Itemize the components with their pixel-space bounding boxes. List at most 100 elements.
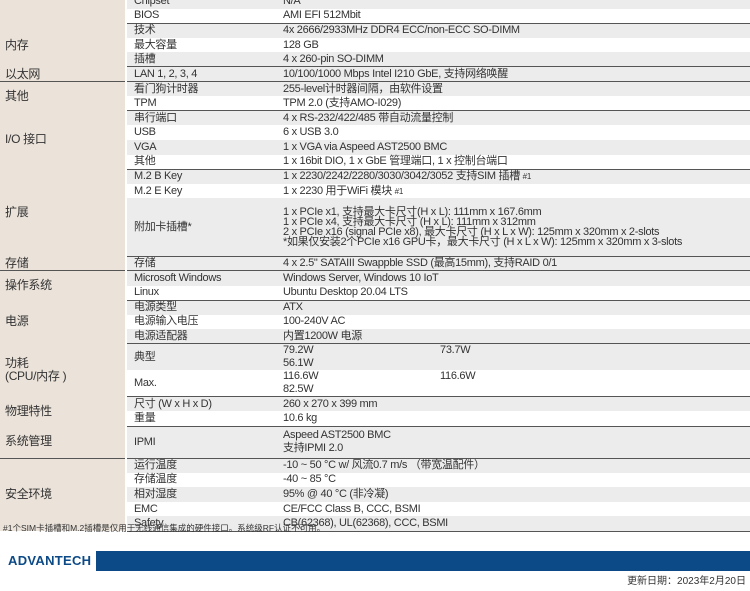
- spec-label: Max.: [126, 370, 276, 398]
- spec-label: BIOS: [126, 8, 276, 24]
- category-cell: 功耗 (CPU/内存 ): [0, 343, 127, 397]
- spec-row: TPM TPM 2.0 (支持AMO-I029): [0, 96, 750, 112]
- spec-value-text: Windows Server, Windows 10 IoT: [283, 271, 439, 284]
- power-value: 73.7W: [440, 344, 471, 357]
- spec-value: 1 x PCIe x1, 支持最大卡尺寸(H x L): 111mm x 167…: [276, 198, 750, 257]
- spec-value-text: 1 x 2230/2242/2280/3030/3042/3052 支持SIM …: [283, 170, 520, 183]
- spec-value: 116.6W 116.6W82.5W: [276, 370, 750, 398]
- spec-value-text: TPM 2.0 (支持AMO-I029): [283, 96, 402, 109]
- spec-value: Windows Server, Windows 10 IoT: [276, 270, 750, 286]
- spec-value-text: -40 ~ 85 °C: [283, 473, 336, 486]
- spec-row: 系统管理 IPMI Aspeed AST2500 BMC 支持IPMI 2.0: [0, 426, 750, 459]
- spec-row: Max. 116.6W 116.6W82.5W: [0, 370, 750, 398]
- spec-label: Microsoft Windows: [126, 270, 276, 286]
- spec-label: M.2 E Key: [134, 184, 183, 197]
- category-cell: 扩展: [0, 169, 127, 257]
- spec-value-line: 1 x PCIe x1, 支持最大卡尺寸(H x L): 111mm x 167…: [283, 206, 542, 219]
- spec-value-text: 1 x 2230 用于WiFi 模块: [283, 184, 392, 197]
- spec-row: 安全环境 运行温度 -10 ~ 50 °C w/ 风流0.7 m/s （带宽温配件）: [0, 458, 750, 532]
- spec-value-text: 260 x 270 x 399 mm: [283, 397, 378, 410]
- spec-row: 内存 技术 4x 2666/2933MHz DDR4 ECC/non-ECC SO-…: [0, 23, 750, 67]
- spec-value: 1 x 2230/2242/2280/3030/3042/3052 支持SIM …: [276, 169, 750, 184]
- spec-label: 其他: [126, 154, 276, 170]
- spec-value: 128 GB: [276, 38, 750, 53]
- spec-label: 典型: [126, 343, 276, 371]
- spec-value-text: 128 GB: [283, 38, 319, 51]
- spec-value: -40 ~ 85 °C: [276, 473, 750, 488]
- spec-value: 4 x 260-pin SO-DIMM: [276, 52, 750, 68]
- spec-value: 4 x 2.5" SATAIII Swappble SSD (最高15mm), …: [276, 256, 750, 272]
- spec-label: 最大容量: [134, 38, 177, 51]
- spec-value: -10 ~ 50 °C w/ 风流0.7 m/s （带宽温配件）: [276, 458, 750, 473]
- spec-value-text: CE/FCC Class B, CCC, BSMI: [283, 502, 421, 515]
- spec-label: 看门狗计时器: [126, 81, 276, 97]
- spec-value: 1 x VGA via Aspeed AST2500 BMC: [276, 139, 750, 155]
- spec-label: 运行温度: [126, 458, 276, 473]
- spec-label: 重量: [126, 411, 276, 427]
- spec-value-text: ATX: [283, 301, 303, 314]
- spec-row: 存储 存储 4 x 2.5" SATAIII Swappble SSD (最高15m…: [0, 256, 750, 272]
- footer-bar: ADVANTECH: [0, 551, 750, 571]
- category-cell: 存储: [0, 256, 127, 272]
- spec-value: 79.2W 73.7W 56.1W: [276, 343, 750, 371]
- spec-value-text: 4 x RS-232/422/485 带自动流量控制: [283, 111, 454, 124]
- spec-value-text: CB(62368), UL(62368), CCC, BSMI: [283, 516, 448, 529]
- spec-row: 存储温度 -40 ~ 85 °C: [0, 473, 750, 488]
- spec-value-line: 支持IPMI 2.0: [283, 442, 343, 455]
- category-cell: 安全环境: [0, 458, 127, 532]
- power-value: 82.5W: [283, 383, 314, 396]
- category-cell: 内存: [0, 23, 127, 67]
- spec-row: M.2 E Key 1 x 2230 用于WiFi 模块 #1: [0, 184, 750, 199]
- spec-label: Linux: [126, 285, 276, 301]
- spec-value-text: 4 x 2.5" SATAIII Swappble SSD (最高15mm), …: [283, 257, 557, 270]
- spec-label: 相对湿度: [126, 487, 276, 502]
- spec-label: LAN 1, 2, 3, 4: [126, 66, 276, 83]
- spec-value-text: 1 x 16bit DIO, 1 x GbE 管理端口, 1 x 控制台端口: [283, 155, 508, 168]
- spec-value: ATX: [276, 300, 750, 315]
- spec-value: Ubuntu Desktop 20.04 LTS: [276, 285, 750, 301]
- spec-row: 其他 看门狗计时器 255-level计时器间隔，由软件设置: [0, 81, 750, 111]
- spec-label: 电源适配器: [126, 329, 276, 345]
- category-cell: 系统管理: [0, 426, 127, 459]
- spec-row: 插槽 4 x 260-pin SO-DIMM: [0, 52, 750, 68]
- spec-value-text: AMI EFI 512Mbit: [283, 9, 361, 22]
- spec-value-line: 2 x PCIe x16 (signal PCIe x8), 最大卡尺寸 (H …: [283, 226, 660, 239]
- spec-row: 附加卡插槽* 1 x PCIe x1, 支持最大卡尺寸(H x L): 111mm…: [0, 198, 750, 257]
- spec-row: 扩展 M.2 B Key 1 x 2230/2242/2280/3030/3042/…: [0, 169, 750, 257]
- spec-value-text: 10/100/1000 Mbps Intel I210 GbE, 支持网络唤醒: [283, 67, 508, 80]
- spec-value-text: Ubuntu Desktop 20.04 LTS: [283, 286, 408, 299]
- spec-row: EMC CE/FCC Class B, CCC, BSMI: [0, 502, 750, 517]
- spec-row: 以太网 LAN 1, 2, 3, 4 10/100/1000 Mbps Intel …: [0, 66, 750, 83]
- spec-label: TPM: [126, 96, 276, 112]
- spec-label: IPMI: [126, 426, 276, 459]
- category-cell: I/O 接口: [0, 110, 127, 170]
- spec-value: 4x 2666/2933MHz DDR4 ECC/non-ECC SO-DIMM: [276, 23, 750, 38]
- spec-label: 技术: [126, 23, 276, 38]
- spec-value-text: -10 ~ 50 °C w/ 风流0.7 m/s （带宽温配件）: [283, 459, 485, 472]
- spec-table: Chipset N/A BIOS AMI EFI 512Mbit 内存 技术 4x 2666…: [0, 0, 750, 532]
- footnote: #1个SIM卡插槽和M.2插槽是仅用于无线通信集成的硬件接口。系统级RF认证不可…: [3, 523, 326, 533]
- spec-row: 物理特性 尺寸 (W x H x D) 260 x 270 x 399 mm: [0, 396, 750, 427]
- spec-label: Chipset: [126, 0, 276, 9]
- footnote-ref: #1: [522, 172, 532, 182]
- spec-row: 电源输入电压 100-240V AC: [0, 315, 750, 330]
- spec-value-text: 10.6 kg: [283, 412, 317, 425]
- spec-value: 1 x 2230 用于WiFi 模块 #1: [276, 184, 750, 199]
- spec-value: 内置1200W 电源: [276, 329, 750, 345]
- spec-value-text: 1 x VGA via Aspeed AST2500 BMC: [283, 140, 448, 153]
- spec-value: CE/FCC Class B, CCC, BSMI: [276, 502, 750, 517]
- spec-label: 附加卡插槽*: [126, 198, 276, 257]
- spec-label: Safety: [126, 516, 276, 532]
- spec-label: 电源类型: [126, 300, 276, 315]
- category-cell: 其他: [0, 81, 127, 111]
- spec-row: 相对湿度 95% @ 40 °C (非冷凝): [0, 487, 750, 502]
- spec-value: 10.6 kg: [276, 411, 750, 427]
- spec-row: 重量 10.6 kg: [0, 411, 750, 427]
- spec-value-text: 255-level计时器间隔，由软件设置: [283, 82, 443, 95]
- spec-row: USB 6 x USB 3.0: [0, 125, 750, 140]
- spec-row: 最大容量 128 GB: [0, 38, 750, 53]
- spec-value-line: 1 x PCIe x4, 支持最大卡尺寸 (H x L): 111mm x 31…: [283, 216, 536, 229]
- spec-value: TPM 2.0 (支持AMO-I029): [276, 96, 750, 112]
- spec-row: 电源适配器 内置1200W 电源: [0, 329, 750, 345]
- spec-value-text: 6 x USB 3.0: [283, 126, 339, 139]
